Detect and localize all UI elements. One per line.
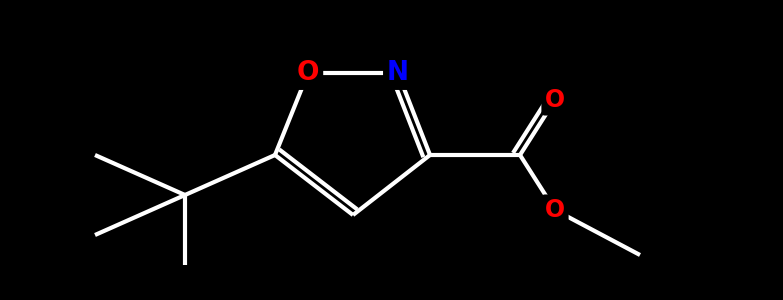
- Text: O: O: [545, 88, 565, 112]
- Text: N: N: [387, 60, 409, 86]
- Text: O: O: [545, 198, 565, 222]
- Text: O: O: [297, 60, 319, 86]
